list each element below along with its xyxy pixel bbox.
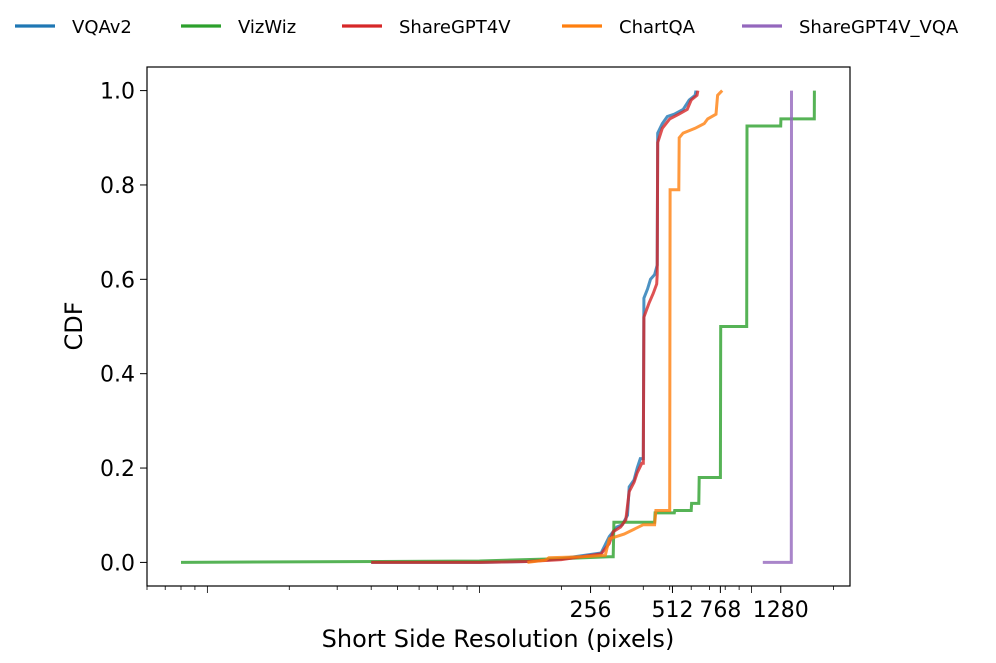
plot-frame <box>146 66 851 587</box>
y-tick-label: 0.0 <box>100 551 135 576</box>
x-tick-label: 256 <box>570 598 612 623</box>
y-tick-label: 0.6 <box>100 268 135 293</box>
y-tick-label: 0.8 <box>100 174 135 199</box>
x-tick-label: 768 <box>699 598 741 623</box>
y-tick-label: 0.4 <box>100 363 135 388</box>
legend-label-vqav2: VQAv2 <box>72 17 132 38</box>
legend-label-sharegpt4v-vqa: ShareGPT4V_VQA <box>799 17 959 38</box>
legend-label-sharegpt4v: ShareGPT4V <box>399 17 511 38</box>
y-tick-label: 0.2 <box>100 457 135 482</box>
series-line-vqav2 <box>371 90 698 564</box>
x-tick-label: 512 <box>651 598 693 623</box>
legend-label-chartqa: ChartQA <box>619 17 696 38</box>
legend-item-vizwiz: VizWiz <box>181 17 296 38</box>
legend: VQAv2 VizWiz ShareGPT4V ChartQA ShareGPT… <box>15 17 959 38</box>
legend-item-vqav2: VQAv2 <box>15 17 132 38</box>
axes: 256 512 768 1280 0.0 0.2 0.4 0.6 0.8 1.0 <box>100 80 834 623</box>
series-layer <box>180 89 816 564</box>
series-line-sharegpt4v <box>371 90 700 564</box>
series-line-chartqa <box>527 89 724 564</box>
series-line-vizwiz <box>180 90 816 564</box>
legend-item-sharegpt4v-vqa: ShareGPT4V_VQA <box>742 17 959 38</box>
legend-label-vizwiz: VizWiz <box>238 17 296 38</box>
series-line-sharegpt4v-vqa <box>762 90 793 564</box>
y-tick-label: 1.0 <box>100 80 135 105</box>
x-tick-label: 1280 <box>753 598 809 623</box>
x-axis-title: Short Side Resolution (pixels) <box>322 625 675 653</box>
legend-item-chartqa: ChartQA <box>562 17 696 38</box>
y-axis-title: CDF <box>60 301 88 350</box>
legend-item-sharegpt4v: ShareGPT4V <box>342 17 511 38</box>
